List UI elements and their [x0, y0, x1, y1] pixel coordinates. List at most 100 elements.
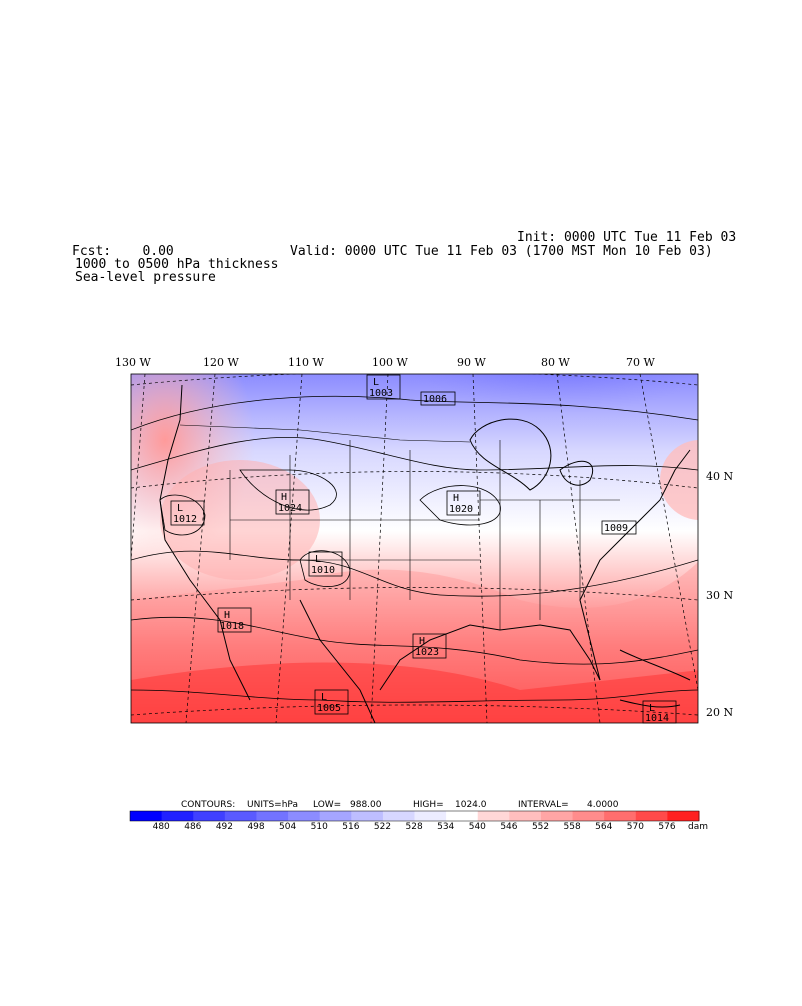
svg-text:1003: 1003 [369, 388, 393, 399]
legend-units: UNITS=hPa [247, 800, 298, 810]
legend-tick-label: 486 [184, 822, 201, 832]
legend-swatch [477, 811, 510, 821]
valid-time: Valid: 0000 UTC Tue 11 Feb 03 (1700 MST … [290, 244, 713, 259]
lat-label: 30 N [706, 589, 733, 602]
political-borders [179, 424, 620, 630]
legend-ticks: 480 486 492 498 504 510 516 522 528 534 540 546 552 5… [153, 822, 676, 832]
latitude-labels: 40 N 30 N 20 N [706, 470, 733, 719]
lon-label: 80 W [541, 356, 570, 369]
legend-tick-label: 576 [658, 822, 675, 832]
svg-text:H: H [281, 492, 287, 503]
legend-tick-label: 564 [595, 822, 612, 832]
legend-tick-label: 534 [437, 822, 454, 832]
legend-tick-label: 540 [469, 822, 486, 832]
legend-outline [129, 810, 700, 822]
legend-tick-label: 492 [216, 822, 233, 832]
pressure-center: 1009 [601, 520, 637, 535]
svg-text:1006: 1006 [423, 394, 447, 405]
legend-tick-label: 504 [279, 822, 296, 832]
svg-text:L: L [373, 377, 379, 388]
svg-text:L: L [321, 692, 327, 703]
legend-swatch [635, 811, 668, 821]
legend-swatch [414, 811, 447, 821]
legend-tick-label: 546 [500, 822, 517, 832]
legend-swatch [130, 811, 163, 821]
legend: CONTOURS: UNITS=hPa LOW= 988.00 HIGH= 10… [129, 800, 708, 832]
legend-swatch [446, 811, 479, 821]
legend-swatch [288, 811, 321, 821]
legend-swatch [572, 811, 605, 821]
legend-unit: dam [688, 822, 708, 832]
legend-swatch [319, 811, 352, 821]
legend-swatch [193, 811, 226, 821]
svg-text:1020: 1020 [449, 504, 473, 515]
forecast-hour: Fcst: 0.00 [72, 244, 174, 259]
svg-text:H: H [419, 636, 425, 647]
legend-tick-label: 498 [247, 822, 264, 832]
legend-high-value: 1024.0 [455, 800, 487, 810]
lat-label: 40 N [706, 470, 733, 483]
legend-tick-label: 516 [342, 822, 359, 832]
svg-text:1012: 1012 [173, 514, 197, 525]
legend-high-label: HIGH= [413, 800, 444, 810]
init-time: Init: 0000 UTC Tue 11 Feb 03 [517, 230, 737, 245]
svg-text:1018: 1018 [220, 621, 244, 632]
legend-swatch [667, 811, 700, 821]
svg-text:1005: 1005 [317, 703, 341, 714]
longitude-labels: 130 W 120 W 110 W 100 W 90 W 80 W 70 W [115, 356, 655, 369]
legend-tick-label: 552 [532, 822, 549, 832]
legend-tick-label: 528 [406, 822, 423, 832]
legend-swatch [382, 811, 415, 821]
legend-tick-label: 510 [311, 822, 328, 832]
svg-text:L: L [315, 554, 321, 565]
svg-text:1010: 1010 [311, 565, 335, 576]
legend-swatch [604, 811, 637, 821]
lon-label: 130 W [115, 356, 151, 369]
lon-label: 120 W [203, 356, 239, 369]
legend-colorbar [129, 810, 700, 822]
svg-text:1014: 1014 [645, 713, 669, 724]
legend-swatch [540, 811, 574, 821]
field-thickness: 1000 to 0500 hPa thickness [75, 257, 279, 272]
legend-low-label: LOW= [313, 800, 341, 810]
lon-label: 70 W [626, 356, 655, 369]
legend-swatch [256, 811, 289, 821]
svg-text:L: L [649, 703, 655, 714]
legend-tick-label: 570 [627, 822, 644, 832]
legend-interval-label: INTERVAL= [518, 800, 569, 810]
legend-low-value: 988.00 [350, 800, 382, 810]
map-frame [130, 373, 699, 724]
legend-swatch [224, 811, 257, 821]
lon-label: 90 W [457, 356, 486, 369]
thickness-field [131, 374, 698, 723]
legend-contours: CONTOURS: [181, 800, 235, 810]
svg-text:1023: 1023 [415, 647, 439, 658]
lat-label: 20 N [706, 706, 733, 719]
svg-text:H: H [224, 610, 230, 621]
coastlines [159, 384, 691, 723]
svg-text:1024: 1024 [278, 503, 302, 514]
svg-text:L: L [177, 503, 183, 514]
legend-tick-label: 522 [374, 822, 391, 832]
lon-label: 100 W [372, 356, 408, 369]
legend-interval-value: 4.0000 [587, 800, 619, 810]
legend-swatch [161, 811, 194, 821]
field-slp: Sea-level pressure [75, 270, 216, 285]
legend-swatch [351, 811, 384, 821]
pressure-center: 1006 [420, 391, 456, 406]
svg-text:H: H [453, 493, 459, 504]
legend-tick-label: 558 [564, 822, 581, 832]
graticule [131, 374, 698, 723]
legend-tick-label: 480 [153, 822, 170, 832]
svg-text:1009: 1009 [604, 523, 628, 534]
lon-label: 110 W [288, 356, 324, 369]
